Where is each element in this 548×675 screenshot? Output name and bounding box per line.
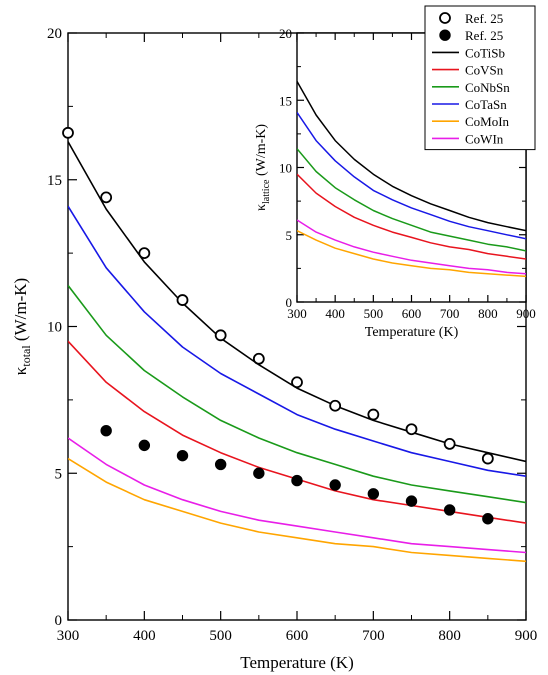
inset-ytick-label: 20 bbox=[279, 26, 292, 41]
legend-item: CoWIn bbox=[432, 131, 504, 146]
inset-xtick-label: 500 bbox=[364, 306, 384, 321]
legend-item: CoMoIn bbox=[432, 114, 510, 129]
legend-label: CoMoIn bbox=[465, 114, 510, 129]
inset-ytick-label: 10 bbox=[279, 161, 292, 176]
legend-item: CoNbSn bbox=[432, 80, 510, 95]
ref-filled-point bbox=[329, 479, 341, 491]
legend-label: Ref. 25 bbox=[465, 28, 503, 43]
inset-series-cowin bbox=[297, 219, 526, 275]
ref-filled-point bbox=[176, 449, 189, 462]
ref-filled-point bbox=[443, 504, 456, 516]
legend-item: CoVSn bbox=[432, 63, 504, 78]
ref-filled-point bbox=[291, 474, 303, 487]
inset-xtick-label: 400 bbox=[325, 306, 345, 321]
ref-filled-point bbox=[214, 458, 227, 471]
ref-open-point bbox=[62, 126, 74, 139]
main-series-cowin bbox=[68, 437, 526, 554]
inset-xtick-label: 600 bbox=[402, 306, 422, 321]
inset-series-cotisb bbox=[297, 81, 526, 232]
inset-ytick-label: 15 bbox=[279, 93, 292, 108]
main-plot: 300 400 500 600 700 800 900 0 5 10 15 20 Temperature… bbox=[11, 26, 537, 672]
main-y-axis-title: κtotal (W/m-K) bbox=[11, 278, 33, 375]
main-xtick-label: 500 bbox=[209, 628, 232, 644]
inset-y-axis-unit: (W/m-K) bbox=[254, 124, 269, 176]
legend-label: CoNbSn bbox=[465, 80, 510, 95]
main-series-comoin bbox=[68, 457, 526, 563]
main-ytick-label: 5 bbox=[55, 466, 63, 482]
ref-open-point bbox=[367, 408, 380, 421]
legend-item: CoTiSb bbox=[432, 45, 505, 60]
main-ytick-label: 0 bbox=[55, 613, 63, 629]
ref-open-point bbox=[481, 452, 494, 465]
legend-marker-open-circle bbox=[439, 12, 451, 24]
inset-xtick-label: 300 bbox=[287, 306, 307, 321]
legend-item: CoTaSn bbox=[432, 97, 507, 112]
inset-series-cotasn bbox=[297, 111, 526, 240]
inset-y-axis-symbol: κ bbox=[254, 204, 269, 211]
ref-open-point bbox=[138, 247, 151, 260]
inset-ytick-label: 0 bbox=[286, 295, 293, 310]
main-ytick-label: 10 bbox=[47, 320, 62, 336]
inset-xtick-label: 800 bbox=[478, 306, 498, 321]
main-xtick-label: 900 bbox=[515, 628, 538, 644]
main-xtick-label: 800 bbox=[438, 628, 461, 644]
ref-open-point bbox=[443, 437, 456, 450]
inset-series-comoin bbox=[297, 230, 526, 278]
main-y-axis-unit: (W/m-K) bbox=[11, 278, 30, 341]
main-ytick-label: 20 bbox=[47, 26, 62, 42]
legend-marker-filled-circle bbox=[439, 29, 451, 41]
ref-open-point bbox=[329, 399, 342, 412]
main-x-axis-title: Temperature (K) bbox=[240, 653, 354, 672]
main-xtick-label: 400 bbox=[133, 628, 156, 644]
main-ytick-label: 15 bbox=[47, 173, 62, 189]
ref-open-point bbox=[291, 376, 303, 389]
legend-label: Ref. 25 bbox=[465, 11, 503, 26]
legend-item: Ref. 25 bbox=[439, 11, 503, 26]
ref-filled-point bbox=[405, 495, 418, 507]
legend-label: CoTaSn bbox=[465, 97, 507, 112]
ref-filled-point bbox=[253, 467, 265, 479]
inset-y-axis-subscript: lattice bbox=[261, 179, 272, 204]
legend-label: CoWIn bbox=[465, 131, 504, 146]
inset-ytick-label: 5 bbox=[286, 228, 293, 243]
inset-series-conbsn bbox=[297, 148, 526, 252]
main-xtick-label: 600 bbox=[286, 628, 309, 644]
ref-open-point bbox=[100, 191, 113, 204]
legend-label: CoVSn bbox=[465, 63, 504, 78]
ref-open-point bbox=[405, 423, 418, 436]
main-xtick-label: 700 bbox=[362, 628, 385, 644]
ref-filled-point bbox=[482, 513, 494, 525]
ref-open-point bbox=[176, 294, 189, 306]
legend: Ref. 25 Ref. 25 CoTiSb CoVSn CoNbSn CoTaSn CoM… bbox=[424, 5, 536, 151]
main-y-axis-symbol: κ bbox=[11, 366, 30, 375]
ref-filled-point bbox=[138, 439, 151, 452]
ref-open-point bbox=[252, 352, 265, 365]
ref-open-point bbox=[214, 329, 227, 342]
main-y-axis-subscript: total bbox=[19, 345, 33, 367]
inset-xtick-label: 700 bbox=[440, 306, 460, 321]
inset-y-axis-title: κlattice (W/m-K) bbox=[254, 124, 272, 211]
main-series-cotasn bbox=[68, 205, 526, 477]
legend-label: CoTiSb bbox=[465, 45, 505, 60]
inset-x-axis-title: Temperature (K) bbox=[365, 325, 459, 340]
ref-filled-point bbox=[367, 488, 380, 500]
legend-item: Ref. 25 bbox=[439, 28, 503, 43]
inset-series-group bbox=[297, 81, 526, 278]
ref-filled-point bbox=[100, 424, 112, 437]
main-xtick-label: 300 bbox=[57, 628, 80, 644]
inset-series-covsn bbox=[297, 173, 526, 260]
inset-xtick-label: 900 bbox=[516, 306, 536, 321]
main-series-conbsn bbox=[68, 284, 526, 504]
